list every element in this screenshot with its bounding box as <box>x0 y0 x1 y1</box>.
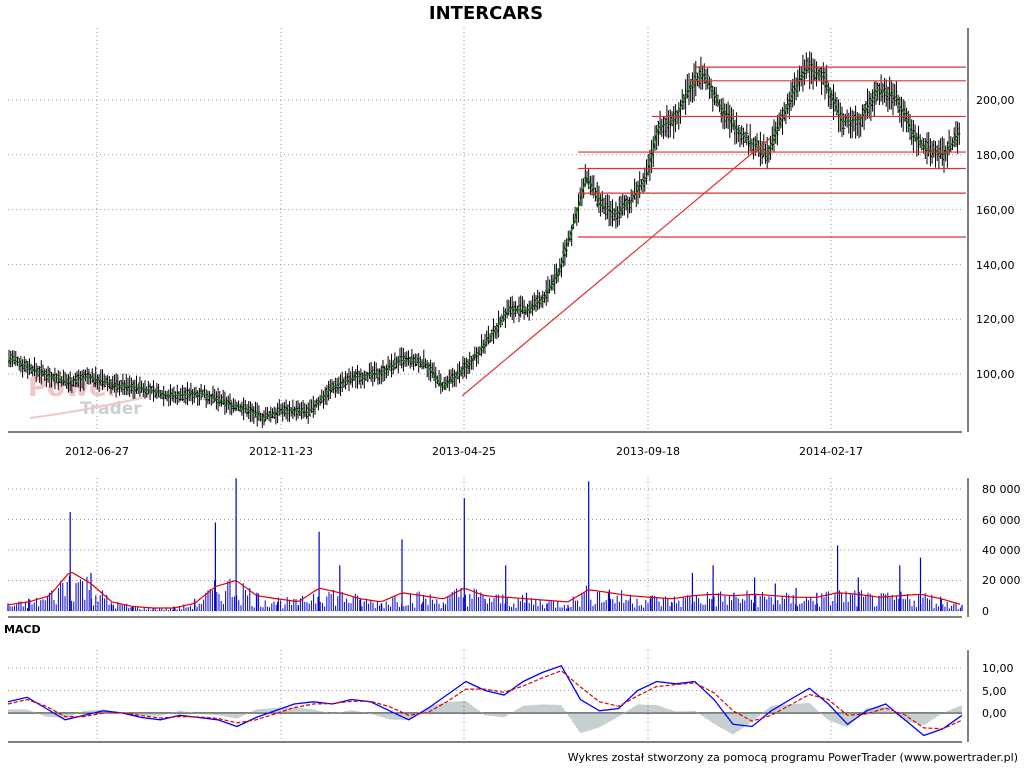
price-trend-line <box>8 67 960 419</box>
macd-label: MACD <box>4 623 41 636</box>
chart-title: INTERCARS <box>429 3 543 24</box>
macd-lines <box>7 665 963 737</box>
volume-y-tick-label: 20 000 <box>982 574 1021 587</box>
signal-line <box>7 670 963 730</box>
watermark-trader: Trader <box>80 399 142 419</box>
volume-y-tick-label: 60 000 <box>982 514 1021 527</box>
volume-ticks: 0 20 000 40 000 60 000 80 000 <box>982 483 1021 618</box>
x-tick-label: 2014-02-17 <box>799 445 863 458</box>
price-trend-polyline <box>8 67 960 419</box>
macd-y-tick-label: 10,00 <box>982 662 1014 675</box>
price-ohlc-bars <box>8 51 961 428</box>
y-tick-label: 200,00 <box>976 94 1015 107</box>
macd-line <box>7 665 963 737</box>
footer-credit: Wykres został stworzony za pomocą progra… <box>568 751 1018 764</box>
rising-trendline <box>461 137 771 397</box>
volume-average-polyline <box>7 571 961 609</box>
volume-y-tick-label: 40 000 <box>982 544 1021 557</box>
x-tick-label: 2013-04-25 <box>432 445 496 458</box>
x-tick-label: 2013-09-18 <box>616 445 680 458</box>
price-grid <box>8 28 962 432</box>
macd-y-tick-label: 0,00 <box>982 707 1007 720</box>
macd-panel: MACD 0,00 5,00 10,00 <box>4 623 1014 743</box>
y-tick-label: 160,00 <box>976 204 1015 217</box>
macd-ticks: 0,00 5,00 10,00 <box>982 662 1014 720</box>
x-tick-label: 2012-06-27 <box>65 445 129 458</box>
y-tick-label: 180,00 <box>976 149 1015 162</box>
x-tick-label: 2012-11-23 <box>249 445 313 458</box>
macd-y-tick-label: 5,00 <box>982 685 1007 698</box>
volume-panel: 0 20 000 40 000 60 000 80 000 <box>7 478 1021 618</box>
volume-y-tick-label: 80 000 <box>982 483 1021 496</box>
support-resistance-lines <box>461 66 966 397</box>
y-tick-label: 140,00 <box>976 259 1015 272</box>
price-panel: 2012-06-27 2012-11-23 2013-04-25 2013-09… <box>8 28 1015 458</box>
volume-bars <box>7 478 963 611</box>
price-ticks: 2012-06-27 2012-11-23 2013-04-25 2013-09… <box>65 94 1014 458</box>
y-tick-label: 120,00 <box>976 313 1015 326</box>
y-tick-label: 100,00 <box>976 368 1015 381</box>
macd-histogram <box>8 700 962 735</box>
volume-y-tick-label: 0 <box>982 605 989 618</box>
volume-average-line <box>7 571 961 609</box>
